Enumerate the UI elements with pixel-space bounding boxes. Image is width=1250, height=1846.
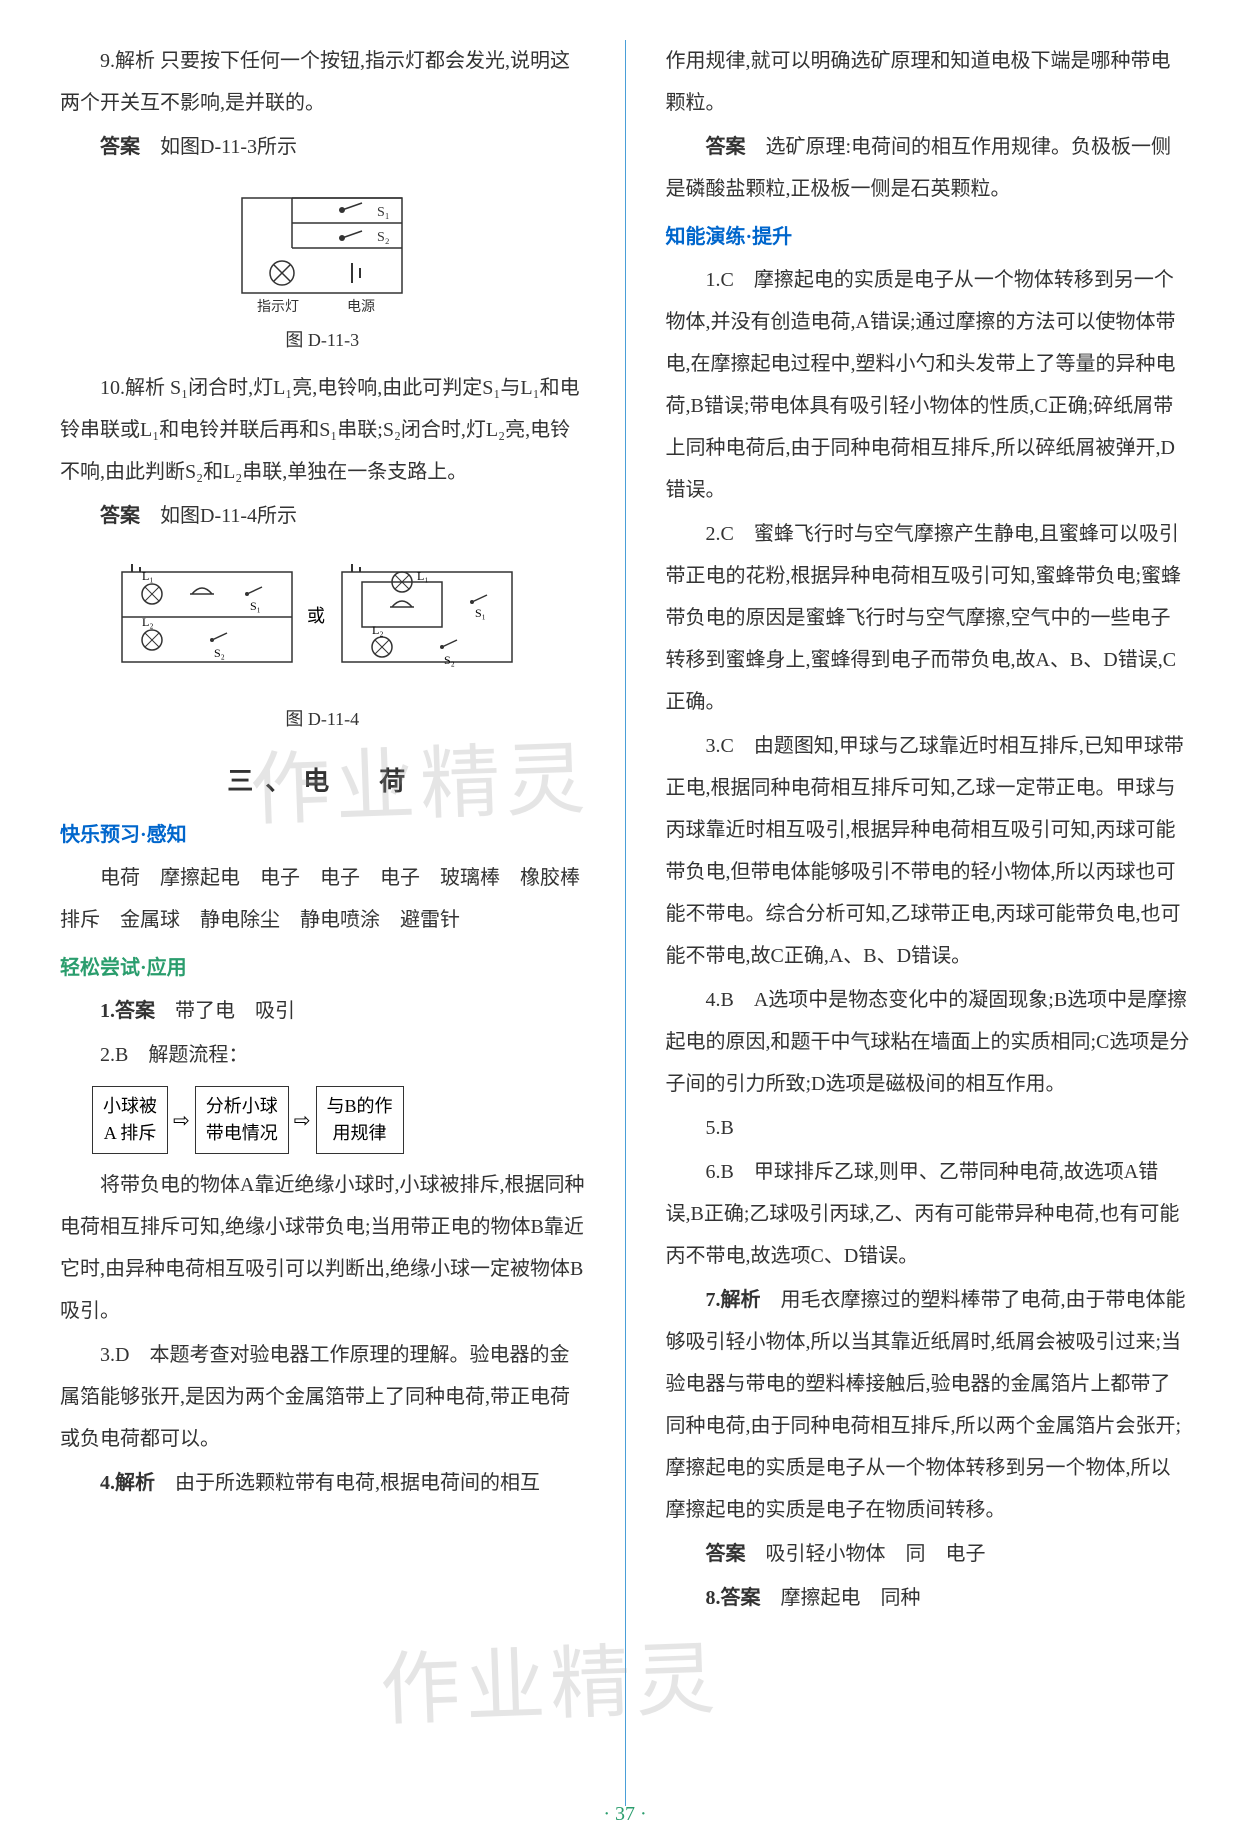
q4-analysis: 4.解析 由于所选颗粒带有电荷,根据电荷间的相互 <box>60 1462 585 1504</box>
s2-label-right: S₂ <box>444 653 455 667</box>
section-title: 三、电 荷 <box>60 761 585 798</box>
q4-answer: 答案 选矿原理:电荷间的相互作用规律。负极板一侧是磷酸盐颗粒,正极板一侧是石英颗… <box>666 126 1191 210</box>
column-divider <box>625 40 626 1806</box>
l2-label-left: L₂ <box>142 615 154 629</box>
q3: 3.D 本题考查对验电器工作原理的理解。验电器的金属箔能够张开,是因为两个金属箔… <box>60 1334 585 1460</box>
l1-label-right: L₁ <box>417 569 429 583</box>
q2c: 2.C 蜜蜂飞行时与空气摩擦产生静电,且蜜蜂可以吸引带正电的花粉,根据异种电荷相… <box>666 513 1191 723</box>
q4b: 4.B A选项中是物态变化中的凝固现象;B选项中是摩擦起电的原因,和题干中气球粘… <box>666 979 1191 1105</box>
fig-d11-4-caption: 图 D-11-4 <box>60 705 585 731</box>
flow-arrow-2: ⇨ <box>294 1108 311 1133</box>
l1-label-left: L₁ <box>142 569 154 583</box>
heading-improve: 知能演练·提升 <box>666 220 1191 249</box>
q8-answer: 8.答案 摩擦起电 同种 <box>666 1577 1191 1619</box>
left-column: 9.解析 只要按下任何一个按钮,指示灯都会发光,说明这两个开关互不影响,是并联的… <box>60 40 585 1806</box>
q1c: 1.C 摩擦起电的实质是电子从一个物体转移到另一个物体,并没有创造电荷,A错误;… <box>666 259 1191 511</box>
q1-answer: 1.答案 带了电 吸引 <box>60 990 585 1032</box>
q2-explain: 将带负电的物体A靠近绝缘小球时,小球被排斥,根据同种电荷相互排斥可知,绝缘小球带… <box>60 1164 585 1332</box>
flow-box-1: 小球被 A 排斥 <box>92 1086 168 1154</box>
q10-answer-text: 如图D-11-4所示 <box>160 505 297 527</box>
s1-label: S₁ <box>377 205 390 220</box>
q4-continue: 作用规律,就可以明确选矿原理和知道电极下端是哪种带电颗粒。 <box>666 40 1191 124</box>
heading-apply: 轻松尝试·应用 <box>60 951 585 980</box>
fig-d11-3-caption: 图 D-11-3 <box>60 326 585 352</box>
power-label: 电源 <box>347 299 375 313</box>
indicator-label: 指示灯 <box>257 299 299 313</box>
flow-box-2: 分析小球 带电情况 <box>195 1086 289 1154</box>
content-container: 9.解析 只要按下任何一个按钮,指示灯都会发光,说明这两个开关互不影响,是并联的… <box>60 40 1190 1806</box>
q9-answer-text: 如图D-11-3所示 <box>160 136 297 158</box>
answer-label: 答案 <box>100 136 140 158</box>
figure-d11-4: L₁ S₁ L₂ S₂ 或 <box>60 552 585 731</box>
flow-diagram: 小球被 A 排斥 ⇨ 分析小球 带电情况 ⇨ 与B的作 用规律 <box>92 1086 585 1154</box>
circuit-d11-4-svg: L₁ S₁ L₂ S₂ 或 <box>102 552 542 692</box>
q7-analysis: 7.解析 用毛衣摩擦过的塑料棒带了电荷,由于带电体能够吸引轻小物体,所以当其靠近… <box>666 1279 1191 1531</box>
q3c: 3.C 由题图知,甲球与乙球靠近时相互排斥,已知甲球带正电,根据同种电荷相互排斥… <box>666 725 1191 977</box>
l2-label-right: L₂ <box>372 623 384 637</box>
flow-box-3: 与B的作 用规律 <box>316 1086 404 1154</box>
s2-label: S₂ <box>377 230 390 245</box>
q2: 2.B 解题流程： <box>60 1034 585 1076</box>
or-label: 或 <box>307 606 325 626</box>
q5b: 5.B <box>666 1107 1191 1149</box>
q10-answer: 答案 如图D-11-4所示 <box>60 495 585 537</box>
q9-answer: 答案 如图D-11-3所示 <box>60 126 585 168</box>
s1-label-right: S₁ <box>475 606 486 620</box>
page-number: · 37 · <box>603 1803 646 1826</box>
q7-answer: 答案 吸引轻小物体 同 电子 <box>666 1533 1191 1575</box>
figure-d11-3: S₁ S₂ 指示灯 电源 图 D-11-3 <box>60 183 585 352</box>
right-column: 作用规律,就可以明确选矿原理和知道电极下端是哪种带电颗粒。 答案 选矿原理:电荷… <box>666 40 1191 1806</box>
q9-analysis: 9.解析 只要按下任何一个按钮,指示灯都会发光,说明这两个开关互不影响,是并联的… <box>60 40 585 124</box>
q6b: 6.B 甲球排斥乙球,则甲、乙带同种电荷,故选项A错误,B正确;乙球吸引丙球,乙… <box>666 1151 1191 1277</box>
heading-preview: 快乐预习·感知 <box>60 818 585 847</box>
answer-label: 答案 <box>100 505 140 527</box>
s1-label-left: S₁ <box>250 599 261 613</box>
q10-analysis: 10.解析 S₁闭合时,灯L₁亮,电铃响,由此可判定S₁与L₁和电铃串联或L₁和… <box>60 367 585 493</box>
preview-content: 电荷 摩擦起电 电子 电子 电子 玻璃棒 橡胶棒 排斥 金属球 静电除尘 静电喷… <box>60 857 585 941</box>
circuit-d11-3-svg: S₁ S₂ 指示灯 电源 <box>222 183 422 313</box>
flow-arrow-1: ⇨ <box>173 1108 190 1133</box>
s2-label-left: S₂ <box>214 646 225 660</box>
